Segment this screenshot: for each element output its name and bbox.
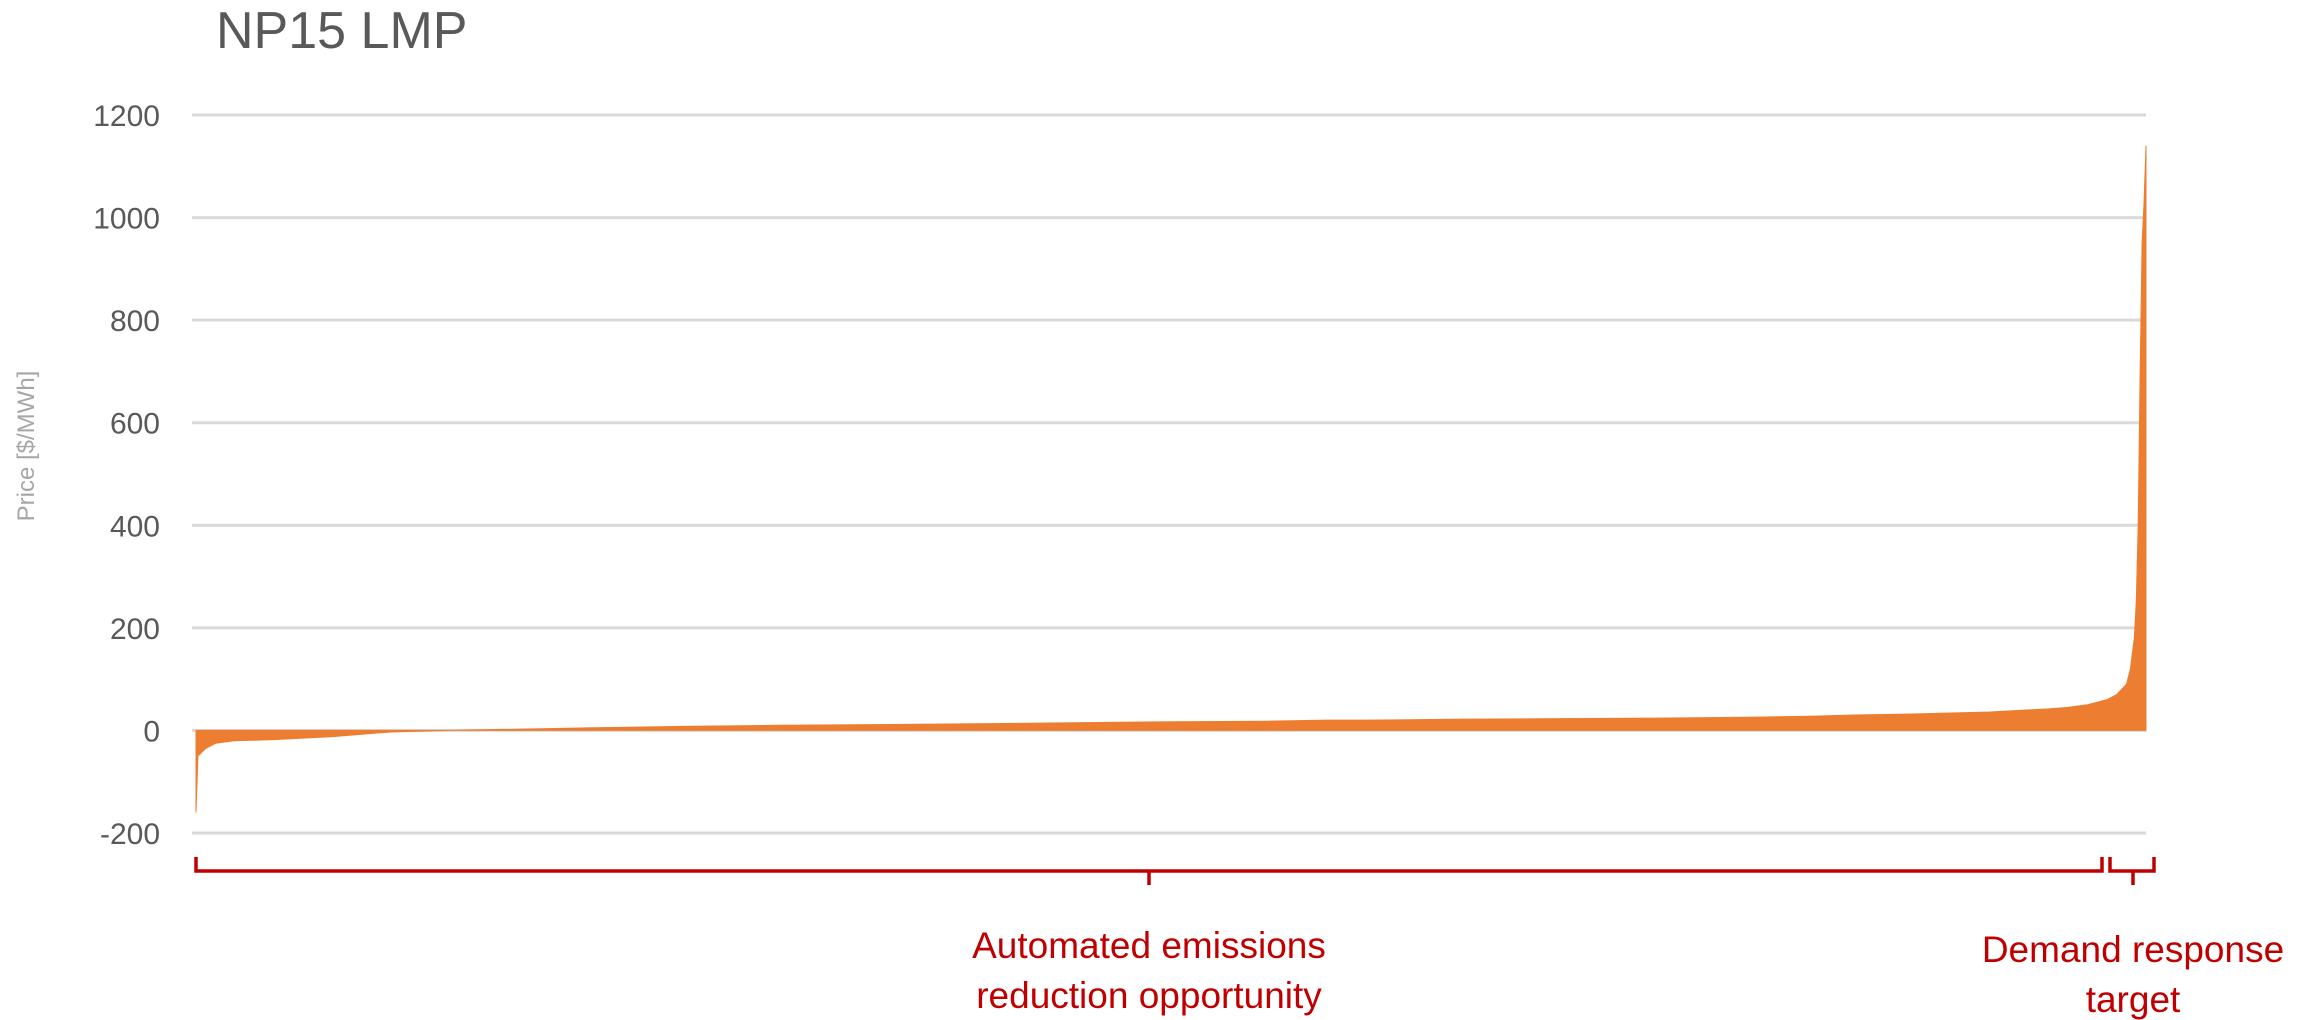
y-axis-ticks: 1200 1000 800 600 400 200 0 -200 bbox=[93, 100, 160, 851]
y-tick-label: 400 bbox=[110, 510, 160, 543]
emissions-annotation-line-1: Automated emissions bbox=[972, 925, 1326, 966]
y-tick-label: 1000 bbox=[93, 203, 160, 236]
y-tick-label: -200 bbox=[100, 818, 160, 851]
chart-title: NP15 LMP bbox=[216, 2, 467, 60]
y-tick-label: 200 bbox=[110, 613, 160, 646]
emissions-bracket bbox=[194, 857, 2104, 885]
demand-response-annotation-line-1: Demand response bbox=[1982, 929, 2284, 970]
demand-response-bracket bbox=[2108, 857, 2156, 885]
y-tick-label: 800 bbox=[110, 305, 160, 338]
emissions-annotation-line-2: reduction opportunity bbox=[976, 975, 1322, 1016]
lmp-series-area bbox=[195, 145, 2147, 813]
y-tick-label: 1200 bbox=[93, 100, 160, 133]
y-tick-label: 600 bbox=[110, 408, 160, 441]
demand-response-annotation-line-2: target bbox=[2086, 979, 2181, 1020]
y-tick-label: 0 bbox=[143, 715, 160, 748]
y-axis-label: Price [$/MWh] bbox=[13, 371, 40, 522]
